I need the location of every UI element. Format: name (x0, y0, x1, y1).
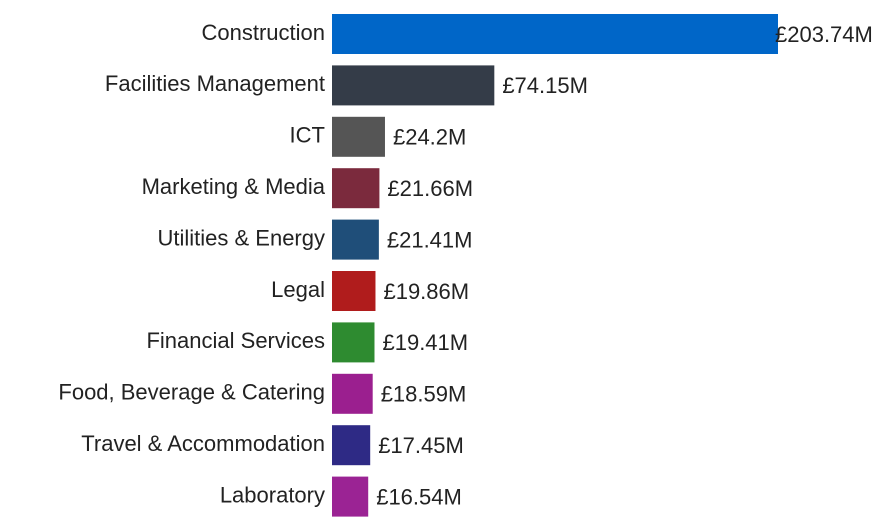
category-label: Legal (271, 277, 325, 302)
bar (332, 425, 371, 466)
category-label: Financial Services (146, 328, 325, 353)
value-label: £19.41M (382, 330, 468, 355)
value-label: £21.66M (387, 176, 473, 201)
value-label: £19.86M (383, 279, 469, 304)
bar (332, 219, 379, 260)
bar (332, 476, 369, 517)
bar (332, 14, 778, 54)
category-label: Utilities & Energy (157, 225, 325, 250)
bar (332, 373, 373, 414)
value-label: £17.45M (378, 433, 464, 458)
category-label: Marketing & Media (142, 174, 326, 199)
bar (332, 65, 495, 106)
category-label: Laboratory (220, 482, 325, 507)
category-label: Travel & Accommodation (81, 431, 325, 456)
bar (332, 116, 385, 157)
value-label: £203.74M (775, 22, 873, 47)
category-label: ICT (290, 123, 325, 148)
value-label: £18.59M (381, 382, 467, 407)
bar (332, 271, 376, 311)
category-label: Facilities Management (105, 71, 325, 96)
bar (332, 322, 375, 363)
category-label: Food, Beverage & Catering (58, 380, 325, 405)
value-label: £74.15M (502, 73, 588, 98)
value-label: £16.54M (376, 484, 462, 509)
value-label: £24.2M (393, 125, 466, 150)
value-label: £21.41M (387, 227, 473, 252)
category-label: Construction (201, 20, 325, 45)
bar (332, 168, 380, 209)
